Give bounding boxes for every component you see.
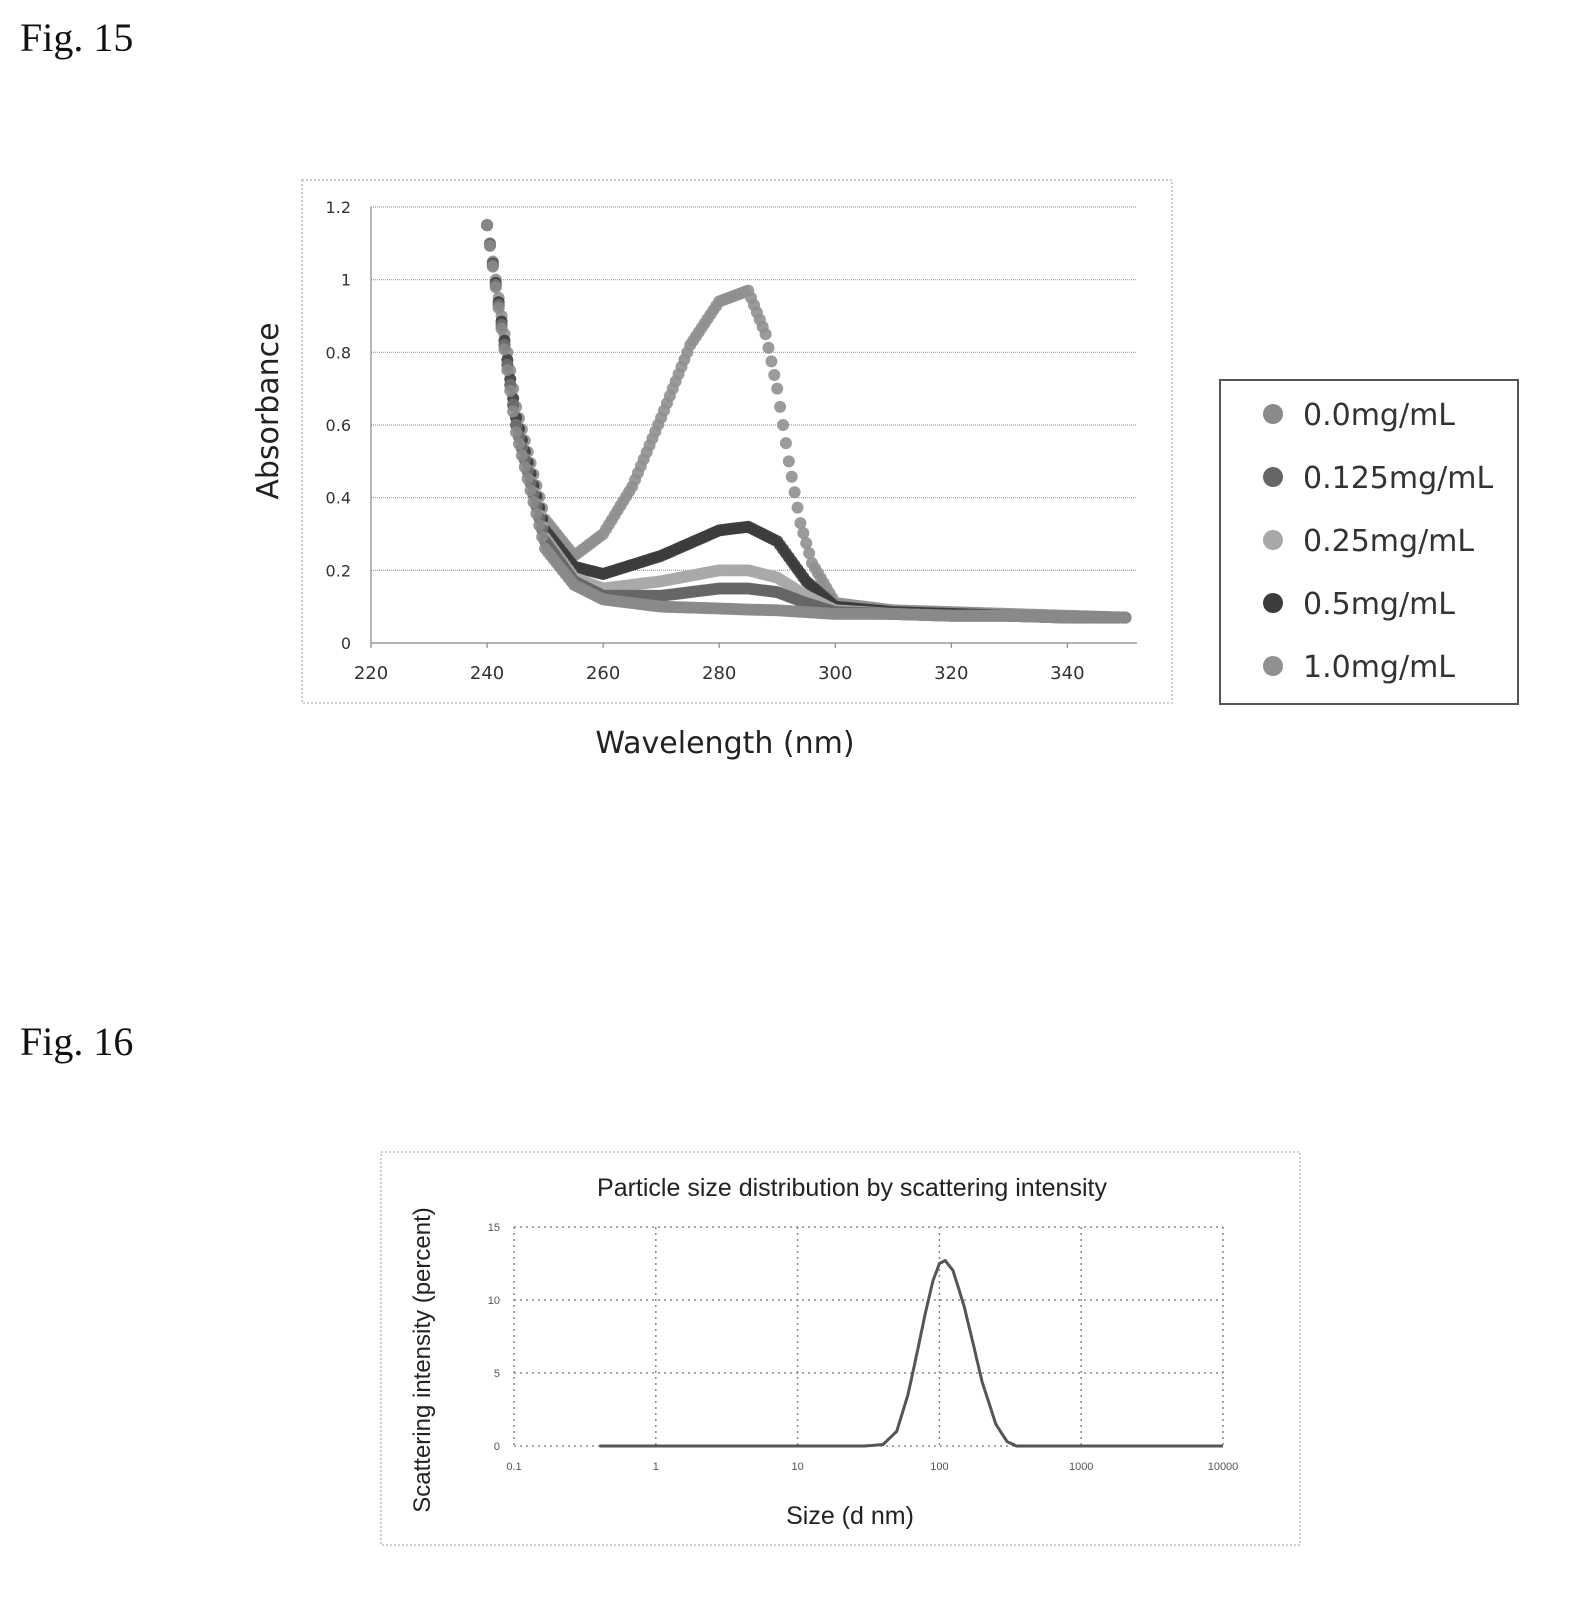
y-tick-label: 0.6: [326, 416, 351, 435]
data-point: [524, 484, 537, 497]
x-tick-label: 280: [702, 663, 736, 684]
data-point: [483, 239, 496, 252]
legend-label: 0.25mg/mL: [1303, 524, 1474, 559]
y-tick-label: 1.2: [326, 198, 351, 217]
data-point: [765, 355, 778, 368]
x-tick-label: 0.1: [506, 1461, 521, 1473]
data-point: [779, 437, 792, 450]
absorbance-chart-y-axis-label: Absorbance: [251, 322, 286, 499]
data-point: [510, 426, 523, 439]
x-tick-label: 10000: [1208, 1461, 1239, 1473]
legend-marker: [1263, 593, 1283, 613]
size-chart-grid: [513, 1226, 1224, 1447]
data-point: [788, 486, 801, 499]
y-tick-label: 0.4: [326, 489, 351, 508]
data-point: [794, 517, 807, 530]
data-point: [536, 530, 549, 543]
data-point: [768, 369, 781, 382]
x-tick-label: 220: [354, 663, 388, 684]
absorbance-chart-frame: [301, 179, 1173, 704]
x-tick-label: 240: [470, 663, 504, 684]
data-point: [486, 260, 499, 273]
size-chart-ticks: 0 5 10 15 0.1 1 10 100 1000 10000: [488, 1222, 1239, 1473]
legend-marker: [1263, 656, 1283, 676]
figure-16-label: Fig. 16: [20, 1019, 134, 1064]
data-point: [785, 470, 798, 483]
size-distribution-curve: [599, 1258, 1223, 1448]
data-point: [759, 328, 772, 341]
legend-marker: [1263, 404, 1283, 424]
data-point: [777, 419, 790, 431]
size-chart-x-axis-label: Size (d nm): [786, 1502, 914, 1530]
data-point: [803, 547, 816, 560]
x-tick-label: 1000: [1069, 1461, 1093, 1473]
x-tick-label: 100: [930, 1461, 948, 1473]
y-tick-label: 1: [341, 271, 351, 290]
y-tick-label: 0.2: [326, 561, 351, 580]
absorbance-chart-points: [481, 219, 1132, 624]
y-tick-label: 15: [488, 1222, 500, 1234]
data-point: [800, 537, 813, 550]
data-point: [501, 364, 514, 377]
data-point: [533, 519, 546, 532]
x-tick-label: 260: [586, 663, 620, 684]
x-tick-label: 10: [791, 1461, 803, 1473]
data-point: [797, 527, 810, 540]
size-chart-frame: [380, 1151, 1301, 1546]
x-tick-label: 1: [653, 1461, 659, 1473]
y-tick-label: 0: [494, 1441, 500, 1453]
x-tick-label: 340: [1050, 663, 1084, 684]
data-point: [507, 405, 520, 418]
data-point: [782, 455, 795, 468]
data-point: [1119, 611, 1132, 624]
legend-label: 0.0mg/mL: [1303, 398, 1455, 433]
data-point: [518, 461, 531, 474]
absorbance-chart-legend-entries: 0.0mg/mL 0.125mg/mL 0.25mg/mL 0.5mg/mL 1.0mg…: [1263, 398, 1493, 685]
data-point: [489, 281, 502, 294]
data-point: [530, 507, 543, 520]
data-point: [791, 501, 804, 514]
data-point: [521, 472, 534, 485]
figure-15-label: Fig. 15: [20, 15, 134, 60]
x-tick-label: 320: [934, 663, 968, 684]
series-0.0mg/mL: [481, 219, 1132, 624]
size-chart-title: Particle size distribution by scattering…: [597, 1174, 1107, 1202]
data-point: [504, 384, 517, 397]
absorbance-chart-x-axis-label: Wavelength (nm): [595, 726, 854, 761]
legend-label: 0.125mg/mL: [1303, 461, 1493, 496]
data-point: [515, 449, 528, 462]
y-tick-label: 0.8: [326, 343, 351, 362]
x-tick-label: 300: [818, 663, 852, 684]
data-point: [774, 400, 787, 413]
y-tick-label: 10: [488, 1295, 500, 1307]
data-point: [492, 302, 505, 315]
legend-label: 1.0mg/mL: [1303, 650, 1455, 685]
legend-marker: [1263, 467, 1283, 487]
data-point: [481, 219, 494, 232]
size-chart-y-axis-label: Scattering intensity (percent): [409, 1207, 436, 1512]
data-point: [498, 343, 511, 356]
absorbance-chart-ticks: 0 0.2 0.4 0.6 0.8 1 1.2 220 240 260 280 300 320 340: [326, 198, 1085, 684]
data-point: [527, 496, 540, 509]
data-point: [495, 322, 508, 335]
legend-label: 0.5mg/mL: [1303, 587, 1455, 622]
data-point: [762, 341, 775, 354]
legend-marker: [1263, 530, 1283, 550]
y-tick-label: 5: [494, 1368, 500, 1380]
data-point: [771, 382, 784, 395]
data-point: [512, 437, 525, 450]
y-tick-label: 0: [341, 634, 351, 653]
